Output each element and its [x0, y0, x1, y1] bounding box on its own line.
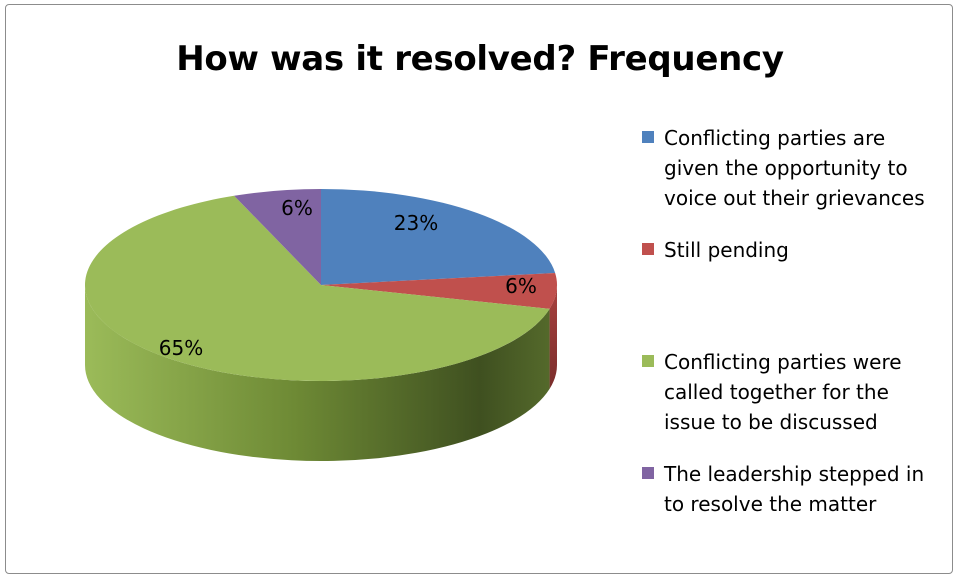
pie-sides — [85, 285, 557, 462]
pie-slice-1 — [321, 272, 558, 309]
slice-label-1: 6% — [505, 274, 537, 298]
pie-labels: 23% 6% 65% 6% — [159, 196, 537, 360]
legend-swatch-1 — [642, 243, 654, 255]
pie-side-1 — [549, 285, 557, 389]
legend-label-0: Conflicting parties are given the opport… — [664, 126, 925, 210]
legend-item-1: Still pending — [642, 235, 942, 265]
legend-swatch-0 — [642, 131, 654, 143]
pie-chart: 23% 6% 65% 6% — [85, 188, 558, 462]
chart-frame: How was it resolved? Frequency — [5, 4, 953, 574]
pie-side-2 — [85, 285, 550, 462]
slice-label-0: 23% — [394, 211, 438, 235]
legend-label-3: The leadership stepped in to resolve the… — [664, 462, 925, 516]
slice-label-3: 6% — [281, 196, 313, 220]
pie-slice-3 — [234, 189, 321, 285]
legend-item-0: Conflicting parties are given the opport… — [642, 123, 942, 213]
pie-tops — [85, 188, 558, 381]
pie-slice-0 — [321, 188, 556, 285]
legend-item-3: The leadership stepped in to resolve the… — [642, 459, 942, 519]
legend-swatch-3 — [642, 467, 654, 479]
chart-title: How was it resolved? Frequency — [176, 39, 784, 79]
pie-slice-2 — [85, 195, 550, 381]
legend-label-1: Still pending — [664, 238, 789, 262]
legend-swatch-2 — [642, 355, 654, 367]
legend-item-2: Conflicting parties were called together… — [642, 347, 942, 437]
legend-label-2: Conflicting parties were called together… — [664, 350, 902, 434]
slice-label-2: 65% — [159, 336, 203, 360]
